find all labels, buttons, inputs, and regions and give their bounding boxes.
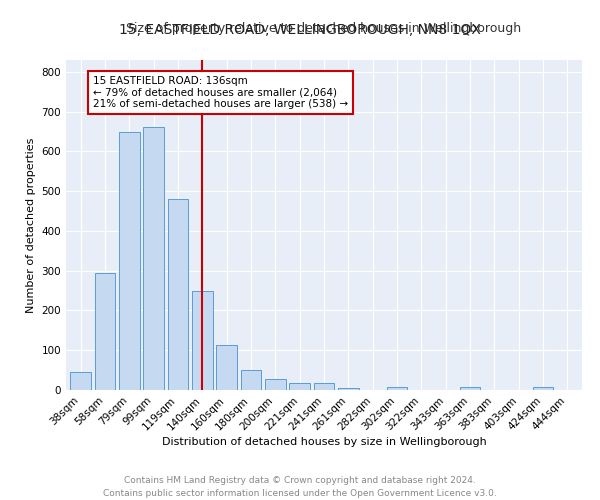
Y-axis label: Number of detached properties: Number of detached properties <box>26 138 36 312</box>
Bar <box>386 387 407 390</box>
Text: Contains HM Land Registry data © Crown copyright and database right 2024.
Contai: Contains HM Land Registry data © Crown c… <box>103 476 497 498</box>
X-axis label: Distribution of detached houses by size in Wellingborough: Distribution of detached houses by size … <box>161 438 487 448</box>
Bar <box>460 387 481 390</box>
Bar <box>241 370 262 390</box>
Bar <box>289 383 310 390</box>
Bar <box>95 272 115 390</box>
Bar <box>533 387 553 390</box>
Bar <box>314 383 334 390</box>
Bar <box>119 132 140 390</box>
Bar <box>70 372 91 390</box>
Bar <box>265 380 286 390</box>
Bar <box>167 199 188 390</box>
Bar <box>192 290 212 390</box>
Bar <box>338 388 359 390</box>
Title: Size of property relative to detached houses in Wellingborough: Size of property relative to detached ho… <box>127 22 521 35</box>
Bar <box>143 127 164 390</box>
Text: 15, EASTFIELD ROAD, WELLINGBOROUGH, NN8 1QX: 15, EASTFIELD ROAD, WELLINGBOROUGH, NN8 … <box>119 22 481 36</box>
Bar <box>216 345 237 390</box>
Text: 15 EASTFIELD ROAD: 136sqm
← 79% of detached houses are smaller (2,064)
21% of se: 15 EASTFIELD ROAD: 136sqm ← 79% of detac… <box>93 76 348 109</box>
